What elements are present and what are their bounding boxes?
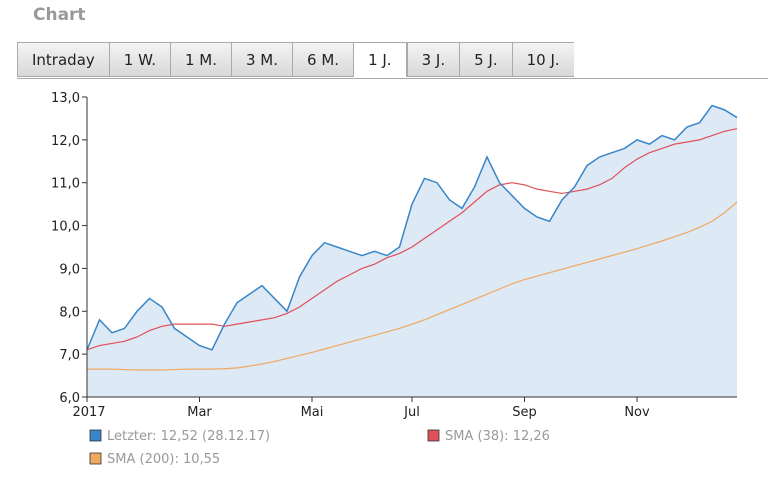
tab[interactable]: 3 J.: [406, 42, 460, 77]
x-tick-label: Mai: [301, 405, 324, 420]
tab[interactable]: 1 J.: [353, 42, 407, 77]
area: [87, 105, 737, 398]
y-tick-label: 11,0: [51, 177, 80, 192]
tab[interactable]: 10 J.: [511, 42, 574, 77]
line: [87, 201, 738, 371]
x-tick-label: 2017: [72, 405, 105, 420]
y-tick-label: 13,0: [51, 91, 80, 106]
y-tick-label: 8,0: [59, 305, 80, 320]
tab[interactable]: Intraday: [17, 42, 109, 77]
x-tick-label: Nov: [624, 405, 650, 420]
legend-swatch: [427, 429, 440, 442]
tab[interactable]: 1 M.: [169, 42, 231, 77]
legend-label: Letzter: 12,52 (28.12.17): [107, 429, 270, 444]
y-tick-label: 7,0: [59, 348, 80, 363]
legend-label: SMA (200): 10,55: [107, 452, 220, 467]
tab[interactable]: 3 M.: [231, 42, 293, 77]
tab-line: [17, 78, 768, 79]
x-tick-label: Jul: [403, 405, 420, 420]
y-tick-label: 9,0: [59, 262, 80, 277]
x-tick-label: Sep: [512, 405, 537, 420]
line: [86, 104, 738, 351]
section-title: Chart: [33, 5, 86, 25]
tab[interactable]: 1 W.: [108, 42, 170, 77]
legend-swatch: [89, 429, 102, 442]
y-tick-label: 6,0: [59, 391, 80, 406]
tab[interactable]: 6 M.: [292, 42, 354, 77]
tab-bar: Intraday 1 W. 1 M. 3 M. 6 M. 1 J. 3 J. 5 J. 10 J…: [17, 42, 574, 78]
legend-swatch: [89, 452, 102, 465]
x-tick-label: Mar: [187, 405, 212, 420]
legend-label: SMA (38): 12,26: [445, 429, 550, 444]
y-tick-label: 12,0: [51, 134, 80, 149]
line: [86, 128, 738, 351]
tab[interactable]: 5 J.: [459, 42, 512, 77]
y-tick-label: 10,0: [51, 220, 80, 235]
